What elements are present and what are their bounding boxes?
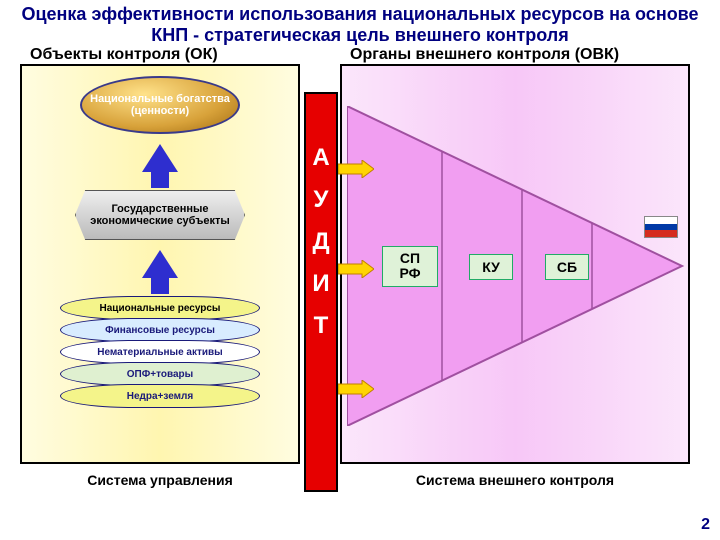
flag-stripe [645,230,677,237]
audit-letter: А [312,144,329,172]
barrel-band-label: Финансовые ресурсы [105,325,215,336]
flow-arrow-icon [338,380,374,398]
audit-bar: А У Д И Т [304,92,338,492]
triangle-diagram: СП РФ КУ СБ [347,106,687,426]
subhead-left: Объекты контроля (ОК) [0,46,310,64]
oval-national-wealth: Национальные богатства (ценности) [80,76,240,134]
flow-arrow-icon [338,160,374,178]
up-arrow-icon [142,250,178,278]
barrel-band-label: Национальные ресурсы [100,303,221,314]
barrel-band-label: ОПФ+товары [127,369,193,380]
right-panel-caption: Система внешнего контроля [342,472,688,488]
up-arrow-icon [142,144,178,172]
barrel-band-label: Недра+земля [127,391,194,402]
left-panel: Национальные богатства (ценности) Госуда… [20,64,300,464]
label-sb: СБ [545,254,589,280]
audit-letter: У [314,186,329,214]
barrel-band-label: Нематериальные активы [97,347,222,358]
resources-barrel: Национальные ресурсы Финансовые ресурсы … [60,296,260,426]
audit-letter: Д [312,228,329,256]
flag-stripe [645,217,677,224]
label-sp-rf: СП РФ [382,246,438,287]
subhead-row: Объекты контроля (ОК) Органы внешнего ко… [0,46,720,64]
slide-title: Оценка эффективности использования нацио… [0,0,720,46]
audit-letter: Т [314,312,329,340]
hex-label: Государственные экономические субъекты [76,203,244,227]
right-panel: СП РФ КУ СБ Система внешнего контроля [340,64,690,464]
hex-state-subjects: Государственные экономические субъекты [75,190,245,240]
audit-letter: И [312,270,329,298]
left-panel-caption: Система управления [22,472,298,488]
russia-flag-icon [644,216,678,238]
subhead-right: Органы внешнего контроля (ОВК) [310,46,720,64]
page-number: 2 [701,516,710,534]
flag-stripe [645,224,677,231]
flow-arrow-icon [338,260,374,278]
label-ku: КУ [469,254,513,280]
oval-label: Национальные богатства (ценности) [82,93,238,117]
